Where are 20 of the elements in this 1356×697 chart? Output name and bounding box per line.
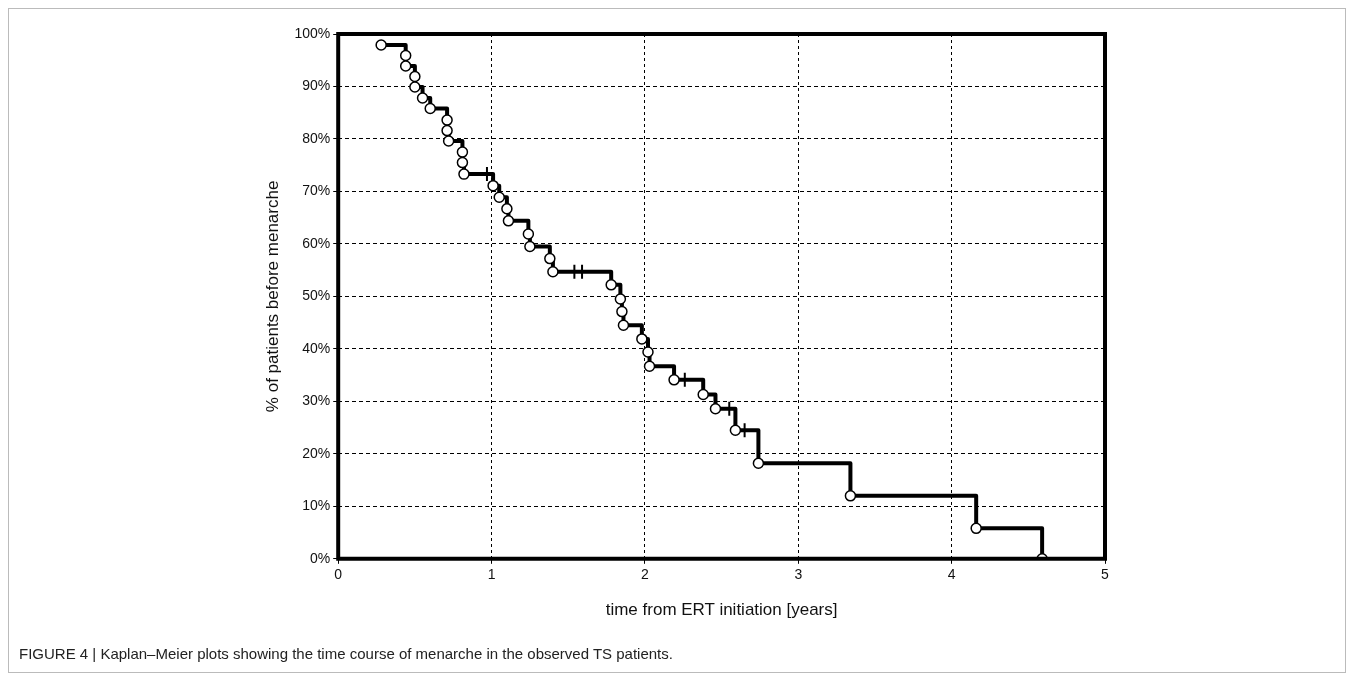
y-tick-label: 50% [302,287,331,304]
y-tick-label: 90% [302,77,331,94]
y-tick-label: 40% [302,339,331,356]
y-tick-label: 60% [302,234,331,251]
y-tick-label: 30% [302,392,331,409]
x-tick-label: 5 [1101,566,1110,583]
x-tick-label: 3 [794,566,803,583]
y-tick-label: 10% [302,497,331,514]
y-tick-label: 70% [302,182,331,199]
y-tick-label: 80% [302,129,331,146]
x-tick-label: 1 [487,566,496,583]
y-axis-title: % of patients before menarche [262,180,282,413]
x-tick-label: 4 [947,566,956,583]
x-tick-label: 2 [641,566,650,583]
y-tick-label: 0% [309,549,331,566]
y-tick-label: 20% [302,444,331,461]
x-tick-label: 0 [334,566,343,583]
y-tick-label: 100% [294,24,331,41]
caption: FIGURE 4 | Kaplan–Meier plots showing the time course of menarche in the observed TS patients. [18,644,674,664]
x-axis-title: time from ERT initiation [years] [605,600,838,620]
